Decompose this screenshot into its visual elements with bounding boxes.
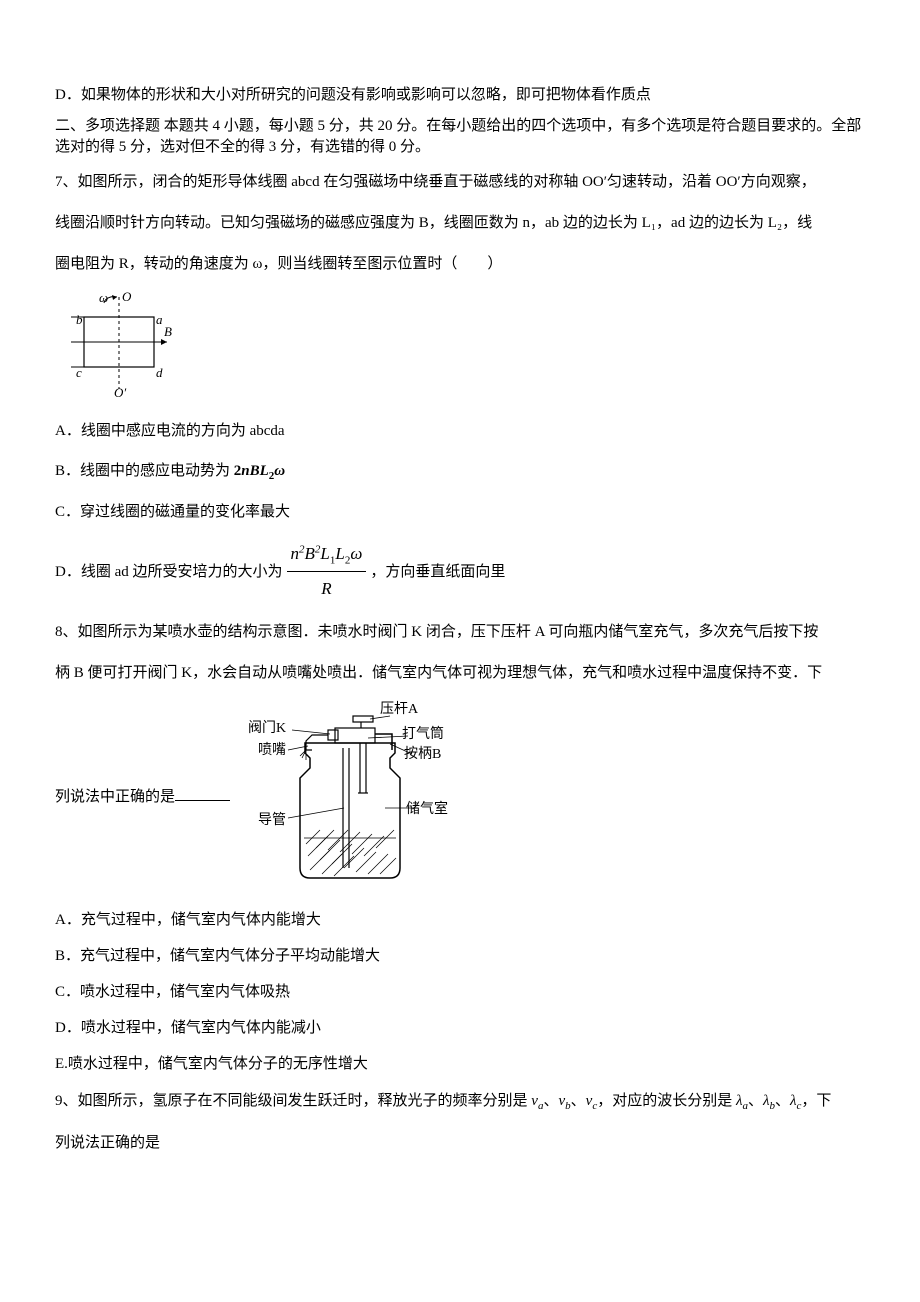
- label-tube: 导管: [258, 812, 286, 828]
- q8-option-b: B．充气过程中，储气室内气体分子平均动能增大: [55, 941, 865, 971]
- q7-option-b: B．线圈中的感应电动势为 2nBL2ω: [55, 456, 865, 487]
- label-a: a: [156, 312, 163, 327]
- q8-figure: 阀门K 喷嘴 导管 压杆A 打气筒 按柄B 储气室: [240, 698, 460, 888]
- label-Oprime: O′: [114, 385, 126, 399]
- q7-optD-post: ，方向垂直纸面向里: [370, 557, 505, 587]
- q7-optD-fraction: n2B2L1L2ω R: [287, 537, 367, 606]
- label-leverA: 压杆A: [380, 701, 419, 717]
- q8-stem-line2: 柄 B 便可打开阀门 K，水会自动从喷嘴处喷出．储气室内气体可视为理想气体，充气…: [55, 657, 865, 690]
- label-nozzle: 喷嘴: [258, 742, 286, 758]
- q7-stem-line3: 圈电阻为 R，转动的角速度为 ω，则当线圈转至图示位置时（ ）: [55, 248, 865, 281]
- q7-stem-line1: 7、如图所示，闭合的矩形导体线圈 abcd 在匀强磁场中绕垂直于磁感线的对称轴 …: [55, 166, 865, 199]
- label-B: B: [164, 324, 172, 339]
- q6-option-d: D．如果物体的形状和大小对所研究的问题没有影响或影响可以忽略，即可把物体看作质点: [55, 85, 865, 106]
- section2-title: 二、多项选择题 本题共 4 小题，每小题 5 分，共 20 分。在每小题给出的四…: [55, 116, 865, 158]
- label-handleB: 按柄B: [404, 746, 441, 762]
- q8-stem-line1: 8、如图所示为某喷水壶的结构示意图．未喷水时阀门 K 闭合，压下压杆 A 可向瓶…: [55, 616, 865, 649]
- label-b: b: [76, 312, 83, 327]
- q7-option-c: C．穿过线圈的磁通量的变化率最大: [55, 497, 865, 527]
- q8-lead-row: 列说法中正确的是: [55, 698, 865, 895]
- q7-stem-line2: 线圈沿顺时针方向转动。已知匀强磁场的磁感应强度为 B，线圈匝数为 n，ab 边的…: [55, 207, 865, 240]
- q7-option-a: A．线圈中感应电流的方向为 abcda: [55, 416, 865, 446]
- q7-optB-pre: B．线圈中的感应电动势为: [55, 463, 234, 479]
- q8-lead-text: 列说法中正确的是: [55, 786, 230, 808]
- q8-option-c: C．喷水过程中，储气室内气体吸热: [55, 977, 865, 1007]
- label-pump: 打气筒: [402, 725, 444, 742]
- q7-option-d: D．线圈 ad 边所受安培力的大小为 n2B2L1L2ω R ，方向垂直纸面向里: [55, 537, 865, 606]
- q7-optD-pre: D．线圈 ad 边所受安培力的大小为: [55, 557, 283, 587]
- q8-option-e: E.喷水过程中，储气室内气体分子的无序性增大: [55, 1049, 865, 1079]
- label-chamber: 储气室: [406, 800, 448, 817]
- label-c: c: [76, 365, 82, 380]
- q9-stem-line2: 列说法正确的是: [55, 1127, 865, 1160]
- label-valveK: 阀门K: [248, 720, 286, 736]
- q8-option-d: D．喷水过程中，储气室内气体内能减小: [55, 1013, 865, 1043]
- label-omega: ω: [99, 290, 108, 305]
- q8-option-a: A．充气过程中，储气室内气体内能增大: [55, 905, 865, 935]
- q7-figure: ω O B b a c d O′: [59, 289, 865, 406]
- q8-lead-label: 列说法中正确的是: [55, 789, 175, 805]
- q9-stem-line1: 9、如图所示，氢原子在不同能级间发生跃迁时，释放光子的频率分别是 va、vb、v…: [55, 1085, 865, 1118]
- answer-blank: [175, 786, 230, 801]
- label-d: d: [156, 365, 163, 380]
- label-O: O: [122, 289, 132, 304]
